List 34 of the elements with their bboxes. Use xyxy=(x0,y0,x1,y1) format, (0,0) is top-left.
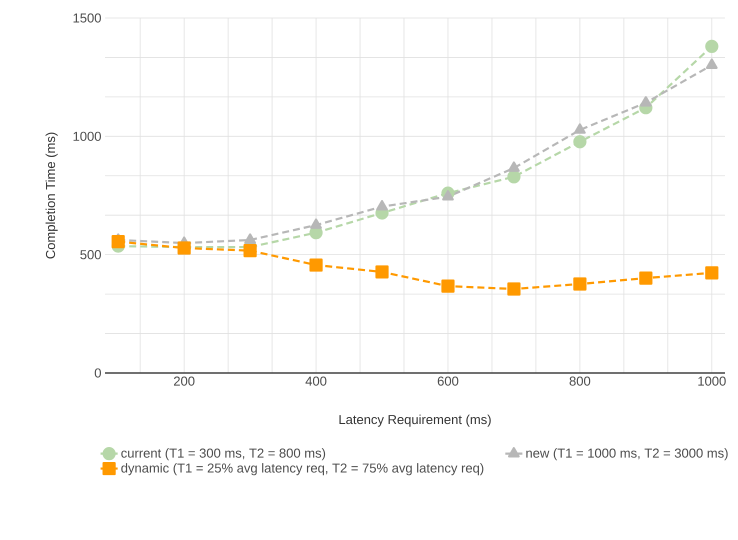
x-axis-title: Latency Requirement (ms) xyxy=(339,414,491,427)
point xyxy=(507,170,521,184)
y-tick-label: 500 xyxy=(80,250,101,260)
legend-label: current (T1 = 300 ms, T2 = 800 ms) xyxy=(121,448,326,460)
point xyxy=(112,235,125,248)
point xyxy=(705,266,718,280)
x-tick-label: 400 xyxy=(306,376,326,386)
x-tick-label: 200 xyxy=(174,376,194,386)
y-tick-label: 1000 xyxy=(74,132,101,141)
y-tick-label: 1500 xyxy=(74,13,101,23)
legend-label: dynamic (T1 = 25% avg latency req, T2 = 75% avg latency req) xyxy=(121,463,484,476)
point xyxy=(441,280,455,293)
point xyxy=(244,233,256,244)
point xyxy=(376,200,388,210)
point xyxy=(507,282,521,296)
point xyxy=(442,190,454,201)
point xyxy=(639,271,652,285)
point xyxy=(640,96,652,107)
point xyxy=(574,123,586,134)
legend-label: new (T1 = 1000 ms, T2 = 3000 ms) xyxy=(526,448,728,460)
x-tick-label: 600 xyxy=(438,376,458,386)
point xyxy=(573,277,586,291)
point xyxy=(310,218,322,229)
x-tick-label: 1000 xyxy=(698,376,726,386)
point xyxy=(244,244,257,258)
point xyxy=(705,40,718,53)
x-tick-label: 800 xyxy=(570,376,590,386)
y-axis-title: Completion Time (ms) xyxy=(46,132,58,259)
point xyxy=(309,258,323,272)
y-tick-label: 0 xyxy=(94,368,101,378)
point xyxy=(706,58,718,69)
point xyxy=(375,265,389,279)
point xyxy=(508,161,520,172)
point xyxy=(573,135,586,148)
